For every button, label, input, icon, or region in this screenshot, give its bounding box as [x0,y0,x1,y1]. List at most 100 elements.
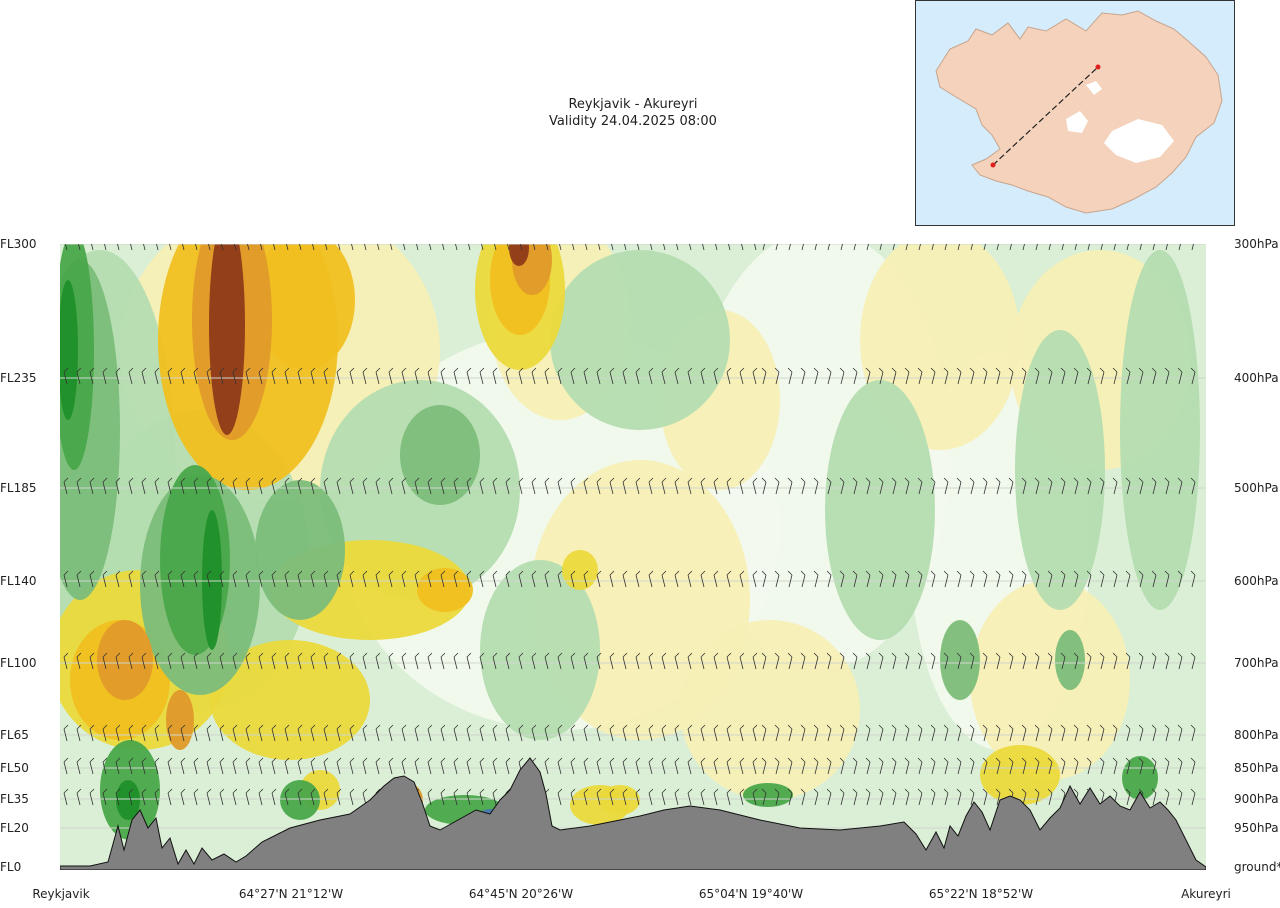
wind-barb [970,244,973,251]
field-green [743,783,793,807]
wind-barb [206,367,212,385]
wind-barb [800,788,806,806]
wind-barb [479,757,485,775]
wind-barb [982,788,988,806]
wind-barb [943,652,949,670]
wind-barb [219,477,225,495]
wind-barb [661,724,667,742]
wind-barb [878,652,884,670]
wind-barb [813,367,819,385]
wind-barb [726,570,732,588]
wind-barb [891,477,897,495]
route-line [992,66,1099,166]
wind-barb [1060,477,1066,495]
field-yellow [980,745,1060,805]
wind-barb [219,757,225,775]
wind-barb [336,477,342,495]
position-labels: Reykjavik 64°27'N 21°12'W 64°45'N 20°26'W 6… [32,887,1231,901]
wind-barb [982,570,988,588]
wind-barb [1190,367,1196,385]
wind-barb [635,788,641,806]
wind-barb [232,570,238,588]
wind-barb [310,757,316,775]
wind-barb [1190,570,1196,588]
wind-barb [104,244,107,251]
wind-barb [468,244,471,251]
wind-barb [943,724,949,742]
wind-barb [674,757,680,775]
wind-barb [128,367,134,385]
wind-barb [570,788,576,806]
wind-barb [648,757,654,775]
wind-barb [362,570,368,588]
wind-barb [752,367,758,385]
wind-barb [1073,652,1079,670]
wind-barb [995,757,1001,775]
wind-barb [1138,367,1144,385]
wind-barb [336,724,342,742]
wind-barb [982,652,988,670]
wind-barb [775,244,778,251]
wind-barb [388,477,394,495]
wind-barb [622,757,628,775]
wind-barb [713,724,719,742]
wind-barb [1125,724,1131,742]
wind-barb [917,367,923,385]
wind-barb [557,788,563,806]
wind-barb [89,788,95,806]
wind-barb [687,788,693,806]
wind-barb [583,652,589,670]
wind-barb [752,724,758,742]
wind-barb [143,244,146,251]
wind-barb [195,244,198,251]
field-mid_green [400,405,480,505]
wind-barb [494,244,497,251]
wind-barb [245,477,251,495]
wind-barb [544,570,550,588]
wind-barb [891,652,897,670]
wind-barb [1034,652,1040,670]
level-label-right: 900hPa [1234,792,1279,806]
wind-barb [1177,570,1183,588]
wind-barb [852,477,858,495]
wind-barb [1138,477,1144,495]
wind-barb [76,724,82,742]
wind-barb [245,652,251,670]
wind-barb [362,757,368,775]
wind-barb [774,367,780,385]
wind-barb [1034,367,1040,385]
reykjavik-marker [990,162,996,168]
wind-barb [762,244,765,251]
wind-barb [479,570,485,588]
wind-barb [310,724,316,742]
wind-barb [63,367,69,385]
wind-barb [596,570,602,588]
wind-barb [427,757,433,775]
wind-barb [1151,570,1157,588]
wind-barb [583,724,589,742]
position-label: 64°45'N 20°26'W [469,887,573,901]
wind-barb [1100,244,1103,251]
wind-barb [752,652,758,670]
level-label-left: FL100 [0,656,37,670]
wind-barb [570,367,576,385]
level-label-left: FL235 [0,371,37,385]
wind-barb [752,477,758,495]
wind-barb [221,244,224,251]
wind-barb [687,757,693,775]
wind-barb [813,652,819,670]
right-level-labels: 300hPa 400hPa 500hPa 600hPa 700hPa 800hPa 850h… [1234,237,1280,874]
wind-barb [648,724,654,742]
wind-barb [312,244,315,251]
wind-barb [349,724,355,742]
wind-barb [596,477,602,495]
wind-barb [466,757,472,775]
wind-barb [676,244,679,251]
field-gold [255,244,355,370]
wind-barb [1138,724,1144,742]
wind-barb [1034,757,1040,775]
wind-barb [427,724,433,742]
wind-barb [1164,724,1170,742]
wind-barb [570,757,576,775]
wind-barb [904,477,910,495]
